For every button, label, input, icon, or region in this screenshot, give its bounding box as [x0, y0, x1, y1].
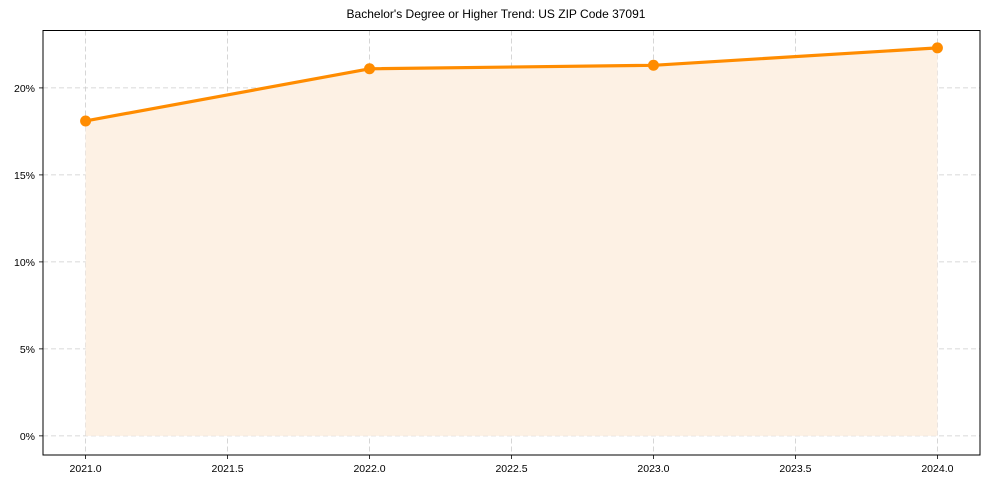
x-axis: 2021.0 2021.5 2022.0 2022.5 2023.0 2023.5 2024… — [70, 455, 954, 475]
x-tick-label: 2024.0 — [921, 463, 953, 475]
y-tick-label: 5% — [20, 344, 35, 356]
x-tick-label: 2022.5 — [495, 463, 527, 475]
x-tick-label: 2023.5 — [779, 463, 811, 475]
chart-title: Bachelor's Degree or Higher Trend: US ZI… — [347, 7, 646, 21]
y-tick-label: 15% — [14, 170, 35, 182]
data-point-marker — [80, 115, 92, 127]
x-tick-label: 2021.5 — [211, 463, 243, 475]
y-axis: 0% 5% 10% 15% 20% — [14, 83, 43, 443]
x-tick-label: 2022.0 — [353, 463, 385, 475]
data-line — [83, 46, 940, 123]
area-fill — [85, 47, 938, 436]
x-tick-label: 2023.0 — [637, 463, 669, 475]
y-tick-label: 20% — [14, 83, 35, 95]
data-point-marker — [647, 59, 659, 71]
y-tick-label: 10% — [14, 257, 35, 269]
x-tick-label: 2021.0 — [70, 463, 102, 475]
data-point-marker — [931, 42, 943, 54]
data-markers — [80, 42, 943, 127]
y-tick-label: 0% — [20, 431, 35, 443]
data-point-marker — [364, 63, 376, 75]
